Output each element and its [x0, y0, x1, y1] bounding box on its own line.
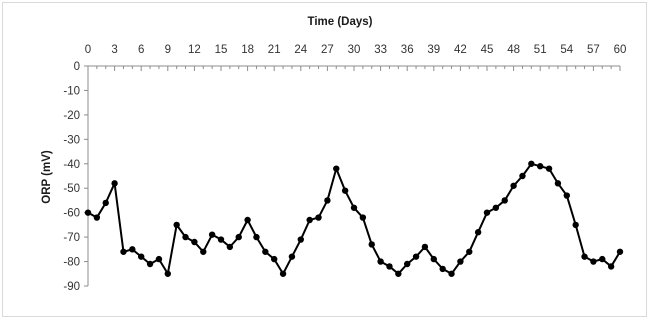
data-point	[341, 187, 349, 194]
y-tick-label: -40	[63, 159, 80, 171]
data-point	[590, 258, 597, 265]
data-point	[359, 214, 367, 221]
y-tick-label: -10	[63, 85, 80, 97]
data-point	[386, 263, 393, 270]
data-point	[155, 255, 163, 263]
data-point	[226, 243, 234, 251]
data-point	[235, 233, 242, 241]
data-point	[466, 248, 473, 255]
data-point	[306, 216, 313, 224]
y-tick-label: -50	[63, 183, 80, 195]
axes: 0 3 6 9 12 15 18 21 24 27 30 33 36 39 42 45 48 51 54 57 600-…	[63, 44, 626, 293]
data-point	[279, 270, 287, 277]
x-tick-label: 54	[560, 44, 573, 56]
data-point	[297, 236, 304, 243]
x-tick-label: 42	[454, 44, 467, 56]
x-tick-label: 9	[165, 44, 171, 56]
x-tick-label: 0	[85, 44, 91, 56]
data-point	[563, 192, 570, 199]
data-point	[208, 231, 216, 238]
data-point	[607, 263, 615, 270]
y-axis-title: ORP (mV)	[41, 150, 53, 204]
x-tick-label: 15	[215, 44, 228, 56]
x-tick-label: 27	[321, 44, 334, 56]
data-point	[333, 165, 340, 172]
data-point	[528, 160, 535, 167]
x-tick-label: 57	[587, 44, 600, 56]
data-point	[421, 243, 429, 251]
data-point	[395, 270, 402, 277]
data-point	[483, 209, 491, 216]
x-tick-label: 6	[138, 44, 144, 56]
data-point	[377, 258, 384, 265]
data-point	[457, 258, 464, 265]
data-point	[430, 255, 437, 263]
data-point	[244, 216, 251, 224]
data-point	[93, 214, 101, 221]
data-point	[474, 229, 482, 236]
data-point	[138, 253, 145, 260]
data-point	[288, 253, 296, 260]
data-point	[350, 204, 358, 211]
data-point	[253, 233, 260, 241]
y-tick-label: -60	[63, 208, 80, 220]
x-tick-label: 30	[348, 44, 361, 56]
x-tick-label: 18	[241, 44, 254, 56]
data-point	[271, 255, 278, 263]
data-point	[492, 204, 500, 211]
x-tick-label: 45	[481, 44, 494, 56]
data-point	[200, 248, 207, 255]
data-point	[217, 236, 225, 243]
data-point	[129, 246, 136, 253]
x-tick-label: 12	[188, 44, 201, 56]
x-tick-label: 24	[294, 44, 307, 56]
data-point	[120, 248, 127, 255]
y-tick-label: -30	[63, 134, 80, 146]
data-point	[545, 165, 553, 172]
data-point	[315, 214, 322, 221]
data-point	[191, 238, 198, 246]
data-point	[554, 180, 562, 187]
x-tick-label: 60	[614, 44, 627, 56]
data-point	[599, 255, 606, 263]
data-point	[182, 233, 189, 241]
data-point	[616, 248, 624, 255]
x-tick-label: 3	[111, 44, 117, 56]
x-tick-label: 48	[507, 44, 520, 56]
data-point	[262, 248, 269, 255]
data-point	[102, 199, 109, 207]
data-point	[404, 260, 411, 268]
x-tick-label: 39	[427, 44, 440, 56]
data-point	[146, 260, 154, 268]
x-axis-title: Time (Days)	[308, 16, 373, 28]
y-tick-label: -20	[63, 110, 80, 122]
y-tick-label: -90	[63, 281, 80, 293]
data-point	[510, 182, 517, 189]
data-point	[448, 270, 455, 277]
y-tick-label: 0	[74, 61, 80, 73]
data-point	[84, 209, 92, 216]
chart-area	[2, 2, 647, 317]
data-point	[324, 197, 331, 204]
data-point	[519, 172, 526, 180]
x-tick-label: 51	[534, 44, 547, 56]
x-tick-label: 36	[401, 44, 414, 56]
data-point	[111, 180, 118, 187]
x-tick-label: 21	[268, 44, 281, 56]
x-tick-label: 33	[374, 44, 387, 56]
data-point	[537, 163, 544, 170]
data-point	[368, 241, 375, 248]
series-layer	[84, 160, 624, 277]
data-point	[572, 221, 579, 229]
y-tick-label: -70	[63, 232, 80, 244]
data-point	[581, 253, 588, 260]
data-point	[164, 270, 171, 277]
data-point	[173, 221, 180, 229]
data-point	[412, 253, 420, 260]
y-tick-label: -80	[63, 257, 80, 269]
data-point	[501, 197, 508, 204]
series-line	[87, 162, 621, 275]
data-point	[439, 265, 446, 273]
